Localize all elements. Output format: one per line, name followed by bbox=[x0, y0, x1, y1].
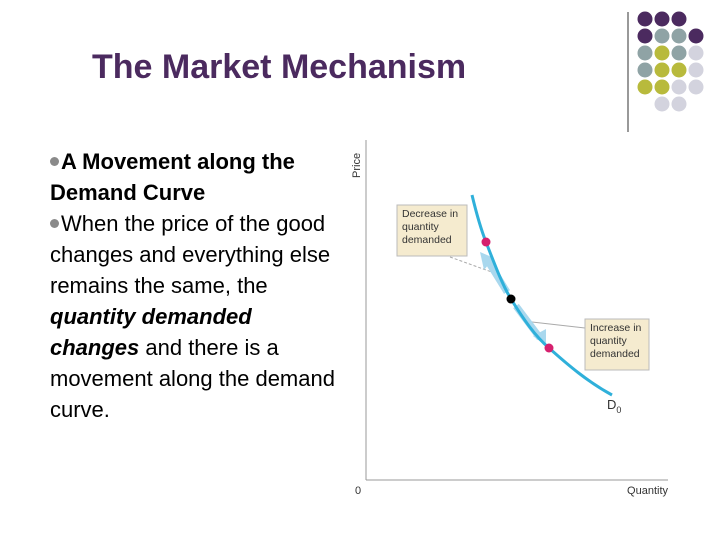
decor-dot bbox=[654, 96, 670, 112]
bullet-item: A Movement along the Demand Curve bbox=[50, 146, 342, 208]
bullet-text: A Movement along the Demand Curve bbox=[50, 149, 295, 205]
x-axis-label: Quantity bbox=[627, 485, 668, 497]
bullet-text: quantity demanded changes bbox=[50, 304, 252, 360]
decor-dot bbox=[671, 62, 687, 78]
leader-line bbox=[449, 256, 501, 276]
decor-dot bbox=[654, 45, 670, 61]
origin-label: 0 bbox=[355, 485, 361, 497]
decor-dot bbox=[671, 96, 687, 112]
y-axis-label: Price bbox=[351, 153, 363, 178]
decor-dot bbox=[671, 79, 687, 95]
bullet-marker bbox=[50, 157, 59, 166]
annotation-line: demanded bbox=[402, 234, 452, 246]
annotation-line: quantity bbox=[402, 221, 440, 233]
annotation-box bbox=[584, 318, 650, 371]
decor-dot bbox=[637, 62, 653, 78]
dot-grid bbox=[637, 11, 704, 112]
decor-dot bbox=[637, 45, 653, 61]
curve-letter: D bbox=[607, 397, 616, 412]
decor-dot bbox=[688, 45, 704, 61]
decor-dot bbox=[654, 11, 670, 27]
decor-dot bbox=[671, 45, 687, 61]
slide-body: A Movement along the Demand Curve When th… bbox=[50, 146, 342, 425]
decor-dot bbox=[654, 62, 670, 78]
slide-title: The Market Mechanism bbox=[92, 48, 467, 86]
decor-dot bbox=[688, 62, 704, 78]
annotation-box bbox=[396, 204, 468, 257]
annotation-line: demanded bbox=[590, 348, 640, 360]
leader-line bbox=[531, 321, 586, 329]
curve-label: D0 bbox=[607, 397, 621, 415]
decor-dot bbox=[671, 28, 687, 44]
bullet-text: and there is a movement along the demand… bbox=[50, 335, 335, 422]
bullet-marker bbox=[50, 219, 59, 228]
decor-dot bbox=[654, 28, 670, 44]
annotation-line: Decrease in bbox=[402, 208, 458, 220]
decor-dot bbox=[654, 79, 670, 95]
curve-subscript: 0 bbox=[616, 405, 621, 415]
annotation-line: quantity bbox=[590, 335, 628, 347]
point bbox=[506, 294, 516, 304]
bullet-item: When the price of the good changes and e… bbox=[50, 208, 342, 425]
decor-dot bbox=[637, 28, 653, 44]
point bbox=[481, 237, 491, 247]
decor-dot bbox=[637, 79, 653, 95]
decor-dot bbox=[688, 28, 704, 44]
decor-dot bbox=[637, 11, 653, 27]
point bbox=[544, 343, 554, 353]
bullet-text: When the price of the good changes and e… bbox=[50, 211, 331, 298]
annotation-line: Increase in bbox=[590, 322, 642, 334]
decor-dot bbox=[671, 11, 687, 27]
decor-dot bbox=[688, 79, 704, 95]
